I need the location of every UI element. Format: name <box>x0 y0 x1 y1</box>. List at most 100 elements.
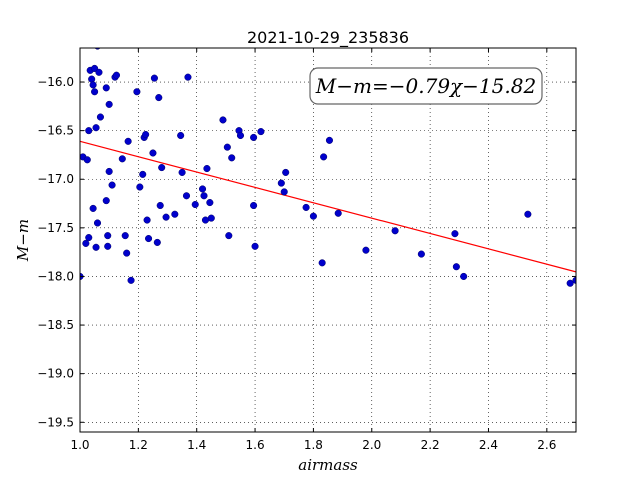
data-point <box>88 75 96 83</box>
data-point <box>184 73 192 81</box>
data-point <box>302 203 310 211</box>
plot-frame <box>79 47 577 433</box>
data-point <box>102 197 110 205</box>
data-point <box>112 71 121 79</box>
data-point <box>133 88 141 96</box>
data-point <box>92 124 100 132</box>
data-point <box>145 234 153 243</box>
data-point <box>228 154 236 162</box>
data-point <box>158 164 166 172</box>
y-tick-label: −18.0 <box>37 269 74 283</box>
chart-title: 2021-10-29_235836 <box>247 28 409 48</box>
data-point <box>417 250 425 258</box>
data-point <box>162 213 170 221</box>
data-point <box>92 243 100 251</box>
data-point <box>452 263 460 271</box>
y-tick-label: −17.5 <box>37 221 74 235</box>
data-point <box>225 232 233 240</box>
data-point <box>250 201 258 210</box>
data-point <box>251 242 259 250</box>
data-point <box>309 212 317 220</box>
data-point <box>451 230 459 238</box>
fit-line <box>79 140 577 273</box>
data-point <box>104 242 112 250</box>
data-point <box>91 88 99 96</box>
plot-area <box>80 48 576 432</box>
data-point <box>219 116 227 124</box>
data-point <box>334 209 342 217</box>
equation-annotation: M−m=−0.79χ−15.82 <box>309 67 543 105</box>
data-point <box>203 164 211 173</box>
data-point <box>460 272 468 281</box>
data-point <box>82 239 90 247</box>
data-point <box>136 183 144 191</box>
data-point <box>123 249 131 257</box>
data-point <box>93 219 102 227</box>
data-point <box>83 156 91 164</box>
data-point <box>89 204 97 212</box>
data-point <box>118 155 126 163</box>
data-point <box>566 279 574 287</box>
data-point <box>572 276 576 284</box>
data-point <box>200 192 208 200</box>
annotation-box <box>309 67 543 105</box>
data-point <box>156 201 164 210</box>
data-point <box>257 128 265 136</box>
data-point <box>207 214 215 222</box>
data-point <box>105 167 113 176</box>
data-point <box>105 100 113 108</box>
y-tick-label: −16.5 <box>37 124 74 138</box>
data-point <box>280 188 288 196</box>
data-point <box>139 170 147 178</box>
data-point <box>198 185 207 193</box>
data-point <box>236 131 245 140</box>
data-point <box>121 232 129 240</box>
data-point <box>102 84 110 92</box>
data-point <box>191 200 199 209</box>
data-point <box>150 74 158 82</box>
data-point <box>524 210 532 218</box>
data-point <box>143 216 151 224</box>
fit-line-layer <box>79 140 577 273</box>
data-point <box>177 131 185 140</box>
data-point <box>85 234 93 242</box>
x-axis-ticks: 1.0 1.2 1.4 1.6 1.8 2.0 2.2 2.4 2.6 <box>70 48 556 452</box>
data-point <box>325 136 334 144</box>
points-layer <box>80 48 576 287</box>
data-point <box>171 210 179 218</box>
data-point <box>95 68 103 76</box>
data-point <box>155 94 163 102</box>
y-axis-label: M−m <box>14 219 32 262</box>
x-tick-label: 1.6 <box>246 438 265 452</box>
data-point <box>391 227 399 235</box>
data-point <box>318 259 326 267</box>
x-tick-label: 2.4 <box>479 438 498 452</box>
annotation-text: M−m=−0.79χ−15.82 <box>315 74 536 98</box>
data-point <box>96 113 104 121</box>
x-tick-label: 2.0 <box>362 438 381 452</box>
data-point <box>182 192 191 200</box>
data-point <box>85 127 93 135</box>
data-point <box>149 149 157 157</box>
data-point <box>153 238 161 246</box>
data-point <box>282 168 290 176</box>
y-tick-label: −16.0 <box>37 75 74 89</box>
x-tick-label: 1.4 <box>187 438 206 452</box>
y-axis-ticks: −16.0 −16.5 −17.0 −17.5 −18.0 −18.5 −19.0 −19.5 <box>37 75 576 429</box>
data-point <box>89 81 97 89</box>
x-tick-label: 1.0 <box>70 438 89 452</box>
x-axis-label: airmass <box>298 456 358 474</box>
x-tick-label: 2.2 <box>421 438 440 452</box>
data-point <box>142 130 150 139</box>
x-tick-label: 1.8 <box>304 438 323 452</box>
y-tick-label: −19.5 <box>37 415 74 429</box>
x-tick-label: 2.6 <box>537 438 556 452</box>
data-point <box>124 137 132 145</box>
y-tick-label: −18.5 <box>37 318 74 332</box>
data-point <box>277 179 285 187</box>
data-point <box>320 153 328 161</box>
data-point <box>108 181 116 189</box>
data-point <box>127 276 135 284</box>
data-point <box>250 133 258 141</box>
